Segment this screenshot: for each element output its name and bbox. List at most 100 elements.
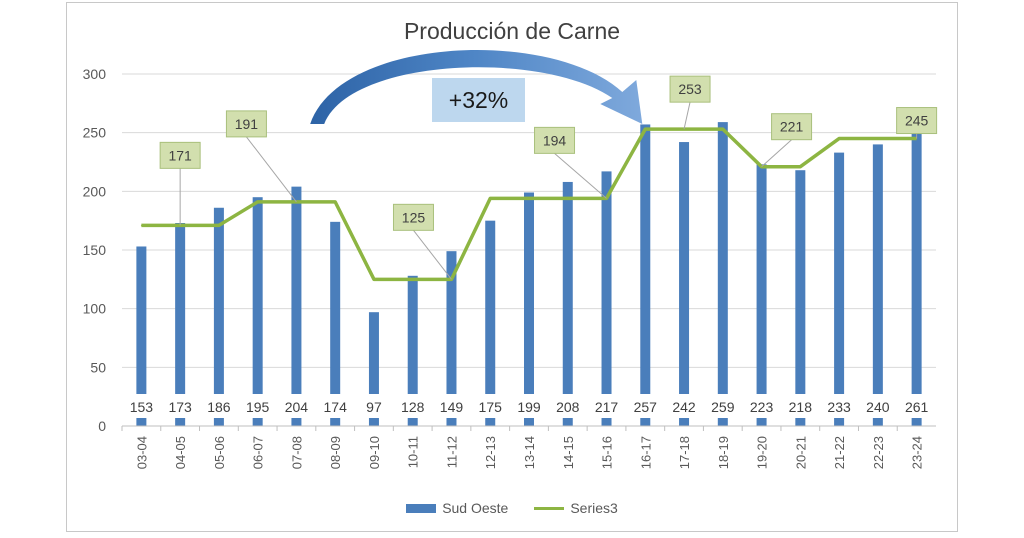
callout-leader: [246, 136, 297, 203]
bar-value-label: 218: [789, 399, 813, 415]
bar: [562, 181, 573, 426]
line-point: [799, 166, 801, 168]
callout-label: 221: [780, 119, 804, 135]
line-point: [489, 197, 491, 199]
bar: [136, 246, 147, 426]
bar-value-label: 153: [130, 399, 154, 415]
change-annotation: +32%: [432, 78, 525, 122]
x-tick-label: 12-13: [483, 436, 498, 469]
line-point: [412, 278, 414, 280]
callout-box: [896, 107, 938, 135]
bar-value-label: 149: [440, 399, 464, 415]
bar-value-label: 174: [324, 399, 348, 415]
x-tick-label: 20-21: [793, 436, 808, 469]
bar: [213, 207, 224, 426]
x-tick-label: 16-17: [638, 436, 653, 469]
callout-leader: [554, 152, 607, 199]
bar: [756, 164, 767, 426]
x-tick-label: 13-14: [522, 436, 537, 469]
legend-swatch-line: [534, 506, 565, 510]
callout-box: [225, 110, 267, 138]
x-tick-label: 23-24: [910, 436, 925, 469]
x-tick-label: 07-08: [289, 436, 304, 469]
legend-item-line: Series3: [534, 500, 618, 516]
x-tick-label: 18-19: [716, 436, 731, 469]
y-tick-label: 150: [83, 242, 107, 258]
x-tick-label: 15-16: [600, 436, 615, 469]
bar-value-label: 199: [517, 399, 541, 415]
legend-label: Series3: [570, 500, 618, 516]
callout-box: [771, 113, 813, 141]
x-tick-label: 03-04: [134, 436, 149, 469]
bar: [872, 144, 883, 426]
line-point: [528, 197, 530, 199]
x-tick-label: 05-06: [212, 436, 227, 469]
callout-label: 125: [402, 209, 426, 225]
y-tick-label: 100: [83, 301, 107, 317]
legend-item-bar: Sud Oeste: [406, 500, 508, 516]
x-tick-label: 21-22: [832, 436, 847, 469]
line-point: [838, 138, 840, 140]
callout-leader: [761, 139, 792, 168]
line-point: [373, 278, 375, 280]
x-tick-label: 04-05: [173, 436, 188, 469]
x-tick-label: 09-10: [367, 436, 382, 469]
bar: [524, 192, 534, 426]
bar: [795, 170, 806, 426]
legend-swatch-bar: [406, 503, 437, 513]
bar-value-label: 186: [207, 399, 231, 415]
callout-label: 171: [168, 147, 192, 163]
x-tick-label: 08-09: [328, 436, 343, 469]
x-tick-label: 22-23: [871, 436, 886, 469]
bar-value-label: 208: [556, 399, 580, 415]
bar-value-label: 195: [246, 399, 270, 415]
bar-value-label: 233: [827, 399, 851, 415]
data-table-row: [122, 394, 936, 418]
bar: [407, 275, 418, 426]
bar: [368, 312, 379, 426]
growth-arrow: [310, 50, 643, 124]
x-tick-label: 11-12: [444, 436, 459, 468]
callout-label: 245: [905, 113, 929, 129]
x-tick-label: 19-20: [755, 436, 770, 469]
legend-label: Sud Oeste: [442, 500, 509, 516]
callout-leader: [683, 102, 691, 130]
bar: [175, 223, 186, 426]
line-point: [877, 138, 879, 140]
x-tick-label: 06-07: [251, 436, 266, 469]
callout-box: [669, 75, 711, 103]
bar: [601, 171, 612, 426]
x-tick-label: 14-15: [561, 436, 576, 469]
bar-value-label: 257: [634, 399, 658, 415]
bar-value-label: 173: [168, 399, 192, 415]
bar: [834, 152, 845, 426]
bar-value-label: 223: [750, 399, 774, 415]
bar-value-label: 240: [866, 399, 890, 415]
bar-value-label: 259: [711, 399, 735, 415]
line-point: [140, 224, 142, 226]
callout-label: 194: [543, 132, 567, 148]
x-tick-label: 10-11: [406, 436, 421, 468]
bar-value-label: 217: [595, 399, 619, 415]
chart-title: Producción de Carne: [403, 18, 621, 44]
bar: [640, 124, 651, 426]
y-tick-label: 300: [83, 66, 107, 82]
y-tick-label: 200: [83, 183, 107, 199]
callout-label: 191: [235, 116, 259, 132]
bar-value-label: 175: [479, 399, 503, 415]
bar-value-label: 261: [905, 399, 929, 415]
bar-value-label: 97: [366, 399, 382, 415]
bar-value-label: 242: [672, 399, 696, 415]
bar: [911, 119, 922, 426]
bar: [446, 251, 457, 426]
bar: [717, 122, 728, 427]
line-point: [334, 201, 336, 203]
y-tick-label: 0: [98, 418, 106, 434]
line-point: [257, 201, 259, 203]
line-point: [567, 197, 569, 199]
bar: [485, 220, 496, 426]
legend: Sud Oeste Series3: [0, 500, 1024, 516]
callout-label: 253: [678, 81, 702, 97]
callout-box: [392, 203, 434, 231]
